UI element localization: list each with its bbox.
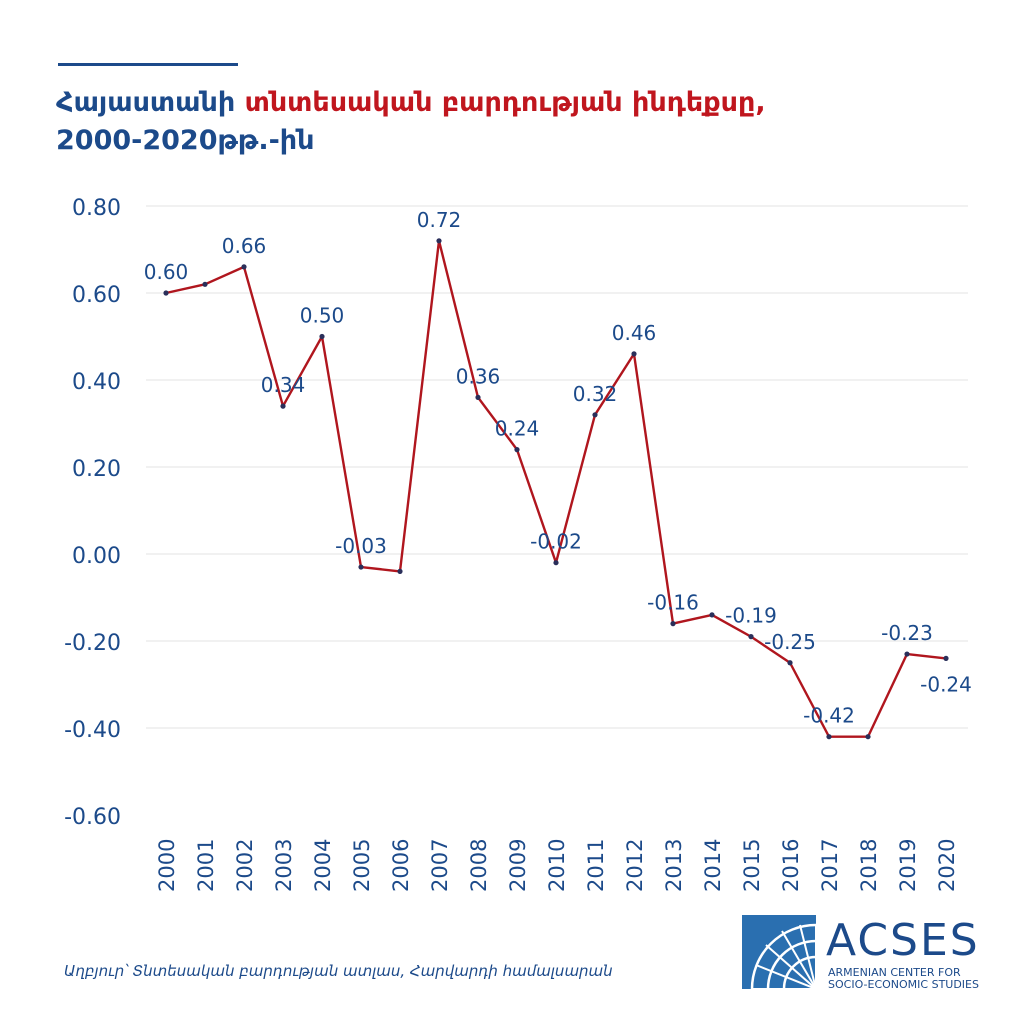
y-tick-label: -0.40 (64, 718, 121, 743)
y-tick-label: 0.60 (72, 283, 121, 308)
chart-title: Հայաստանի տնտեսական բարդության ինդեքսը, … (56, 84, 766, 160)
y-axis-ticks: 0.80 0.60 0.40 0.20 0.00 -0.20 -0.40 -0.60 (64, 196, 121, 830)
logo-subtitle-line1: ARMENIAN CENTER FOR (828, 966, 961, 979)
data-point (787, 660, 793, 666)
data-point (241, 264, 247, 270)
x-tick-label: 2012 (623, 839, 647, 892)
x-tick-label: 2014 (701, 839, 725, 892)
source-note: Աղբյուր՝ Տնտեսական բարդության ատլաս, Հար… (64, 962, 613, 980)
title-part2: տնտեսական բարդության ինդեքսը, (244, 87, 766, 118)
x-tick-label: 2010 (545, 839, 569, 892)
x-tick-label: 2006 (389, 839, 413, 892)
x-tick-label: 2007 (428, 839, 452, 892)
data-point (943, 655, 949, 662)
series-line-path (165, 239, 947, 738)
series-markers (163, 238, 949, 740)
data-point (280, 403, 286, 409)
data-point (202, 281, 208, 287)
data-point (670, 621, 676, 627)
y-tick-label: -0.60 (64, 805, 121, 830)
title-part1: Հայաստանի (56, 87, 245, 118)
data-label: 0.50 (300, 304, 345, 328)
data-point (709, 612, 715, 618)
data-label: -0.24 (920, 672, 972, 696)
data-label: 0.36 (456, 364, 501, 388)
x-tick-label: 2013 (662, 839, 686, 892)
data-point (904, 651, 910, 657)
data-point (553, 560, 559, 566)
y-tick-label: 0.40 (72, 370, 121, 395)
data-point (358, 564, 364, 570)
y-tick-label: 0.00 (72, 544, 121, 569)
data-label: 0.60 (144, 260, 189, 284)
data-label: -0.16 (647, 591, 699, 615)
data-label: 0.66 (222, 234, 267, 258)
data-point (436, 238, 442, 244)
data-point (748, 634, 754, 640)
x-tick-label: 2005 (350, 839, 374, 892)
data-point (397, 568, 403, 575)
x-tick-label: 2019 (896, 839, 920, 892)
series-line (165, 239, 947, 738)
x-tick-label: 2001 (194, 839, 218, 892)
data-label: -0.19 (725, 604, 777, 628)
data-label: 0.34 (261, 373, 306, 397)
data-label: 0.72 (417, 208, 462, 232)
x-tick-label: 2020 (935, 839, 959, 892)
title-rule (58, 63, 238, 66)
data-label: -0.25 (764, 630, 816, 654)
data-point (475, 394, 481, 400)
data-label: 0.32 (573, 382, 618, 406)
data-label: -0.03 (335, 534, 387, 558)
x-axis-ticks: 2000 2001 2002 2003 2004 2005 2006 2007 2008 2009… (155, 839, 959, 892)
data-point (865, 734, 871, 740)
x-tick-label: 2000 (155, 839, 179, 892)
x-tick-label: 2015 (740, 839, 764, 892)
acses-logo-mark-icon (742, 915, 816, 989)
gridlines (146, 205, 968, 729)
x-tick-label: 2018 (857, 839, 881, 892)
data-point (163, 290, 169, 296)
x-tick-label: 2003 (272, 839, 296, 892)
x-tick-label: 2009 (506, 839, 530, 892)
x-tick-label: 2017 (818, 839, 842, 892)
x-tick-label: 2016 (779, 839, 803, 892)
data-point (826, 734, 832, 740)
x-tick-label: 2002 (233, 839, 257, 892)
data-point (592, 412, 598, 418)
data-point (631, 351, 637, 357)
logo-subtitle: ARMENIAN CENTER FOR SOCIO-ECONOMIC STUDI… (828, 967, 979, 991)
y-tick-label: -0.20 (64, 631, 121, 656)
data-label: -0.02 (530, 530, 582, 554)
data-point (514, 447, 520, 453)
data-label: -0.23 (881, 621, 933, 645)
x-tick-label: 2008 (467, 839, 491, 892)
x-tick-label: 2004 (311, 839, 335, 892)
data-point (319, 333, 325, 340)
logo-name: ACSES (826, 915, 980, 966)
data-label: -0.42 (803, 704, 855, 728)
y-tick-label: 0.80 (72, 196, 121, 221)
data-label: 0.46 (612, 321, 657, 345)
y-tick-label: 0.20 (72, 457, 121, 482)
data-label: 0.24 (495, 417, 540, 441)
x-tick-label: 2011 (584, 839, 608, 892)
title-line2: 2000-2020թթ.-ին (56, 125, 315, 156)
logo-subtitle-line2: SOCIO-ECONOMIC STUDIES (828, 978, 979, 991)
data-labels: 0.60 0.66 0.34 0.50 -0.03 0.72 0.36 0.24 -0.02 0.… (144, 208, 972, 728)
acses-logo: ACSES ARMENIAN CENTER FOR SOCIO-ECONOMIC… (742, 915, 992, 995)
line-chart: 0.80 0.60 0.40 0.20 0.00 -0.20 -0.40 -0.60 2000… (64, 196, 972, 892)
